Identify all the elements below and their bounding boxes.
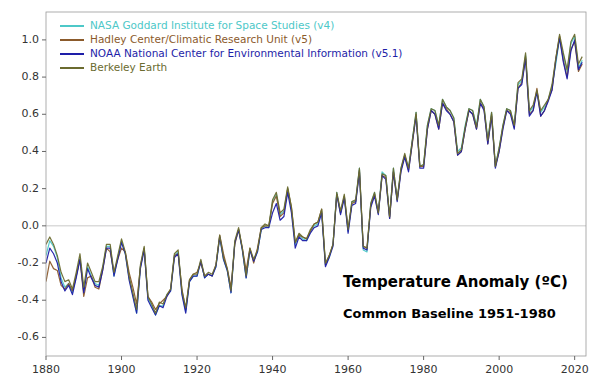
y-tick-label: -0.4 <box>18 293 39 306</box>
x-tick-label: 1960 <box>334 363 362 376</box>
series-line <box>46 34 582 313</box>
legend: NASA Goddard Institute for Space Studies… <box>60 19 402 73</box>
y-tick <box>42 300 46 301</box>
x-tick-label: 2000 <box>485 363 513 376</box>
x-tick <box>423 356 424 360</box>
legend-label: Berkeley Earth <box>90 61 167 73</box>
series-group <box>46 34 582 315</box>
x-tick-label: 1980 <box>410 363 438 376</box>
x-tick <box>46 356 47 360</box>
series-line <box>46 36 582 315</box>
y-tick-label: -0.2 <box>18 256 39 269</box>
legend-swatch <box>60 25 84 27</box>
series-line <box>46 36 582 309</box>
y-tick <box>42 77 46 78</box>
y-tick-label: 0.2 <box>22 182 40 195</box>
x-tick <box>121 356 122 360</box>
background <box>0 0 600 386</box>
y-tick-label: -0.6 <box>18 330 39 343</box>
y-tick-label: 0.0 <box>22 219 40 232</box>
legend-swatch <box>60 67 84 69</box>
y-tick <box>42 337 46 338</box>
series-line <box>46 38 582 315</box>
y-tick <box>42 39 46 40</box>
x-tick-label: 2020 <box>561 363 589 376</box>
x-tick <box>197 356 198 360</box>
legend-swatch <box>60 53 84 55</box>
chart: -0.6 -0.4 -0.2 0.0 0.2 0.4 0.6 0.8 1.0 1880 1900 19… <box>0 0 600 386</box>
x-tick-label: 1880 <box>32 363 60 376</box>
x-tick <box>348 356 349 360</box>
y-tick-label: 0.4 <box>22 144 40 157</box>
legend-label: Hadley Center/Climatic Research Unit (v5… <box>90 33 312 45</box>
y-tick <box>42 225 46 226</box>
y-tick-label: 1.0 <box>22 33 40 46</box>
y-tick <box>42 114 46 115</box>
x-tick-label: 1940 <box>259 363 287 376</box>
x-tick-label: 1920 <box>183 363 211 376</box>
y-tick <box>42 263 46 264</box>
legend-label: NASA Goddard Institute for Space Studies… <box>90 19 334 31</box>
y-tick-label: 0.8 <box>22 70 40 83</box>
x-tick <box>272 356 273 360</box>
x-tick <box>574 356 575 360</box>
y-tick-label: 0.6 <box>22 107 40 120</box>
x-tick-label: 1900 <box>108 363 136 376</box>
y-tick <box>42 151 46 152</box>
x-tick <box>499 356 500 360</box>
y-tick <box>42 188 46 189</box>
legend-label: NOAA National Center for Environmental I… <box>90 47 402 59</box>
legend-swatch <box>60 39 84 41</box>
plot-frame <box>46 12 586 356</box>
title: Temperature Anomaly (ºC) <box>343 273 568 291</box>
subtitle: Common Baseline 1951-1980 <box>343 306 556 321</box>
